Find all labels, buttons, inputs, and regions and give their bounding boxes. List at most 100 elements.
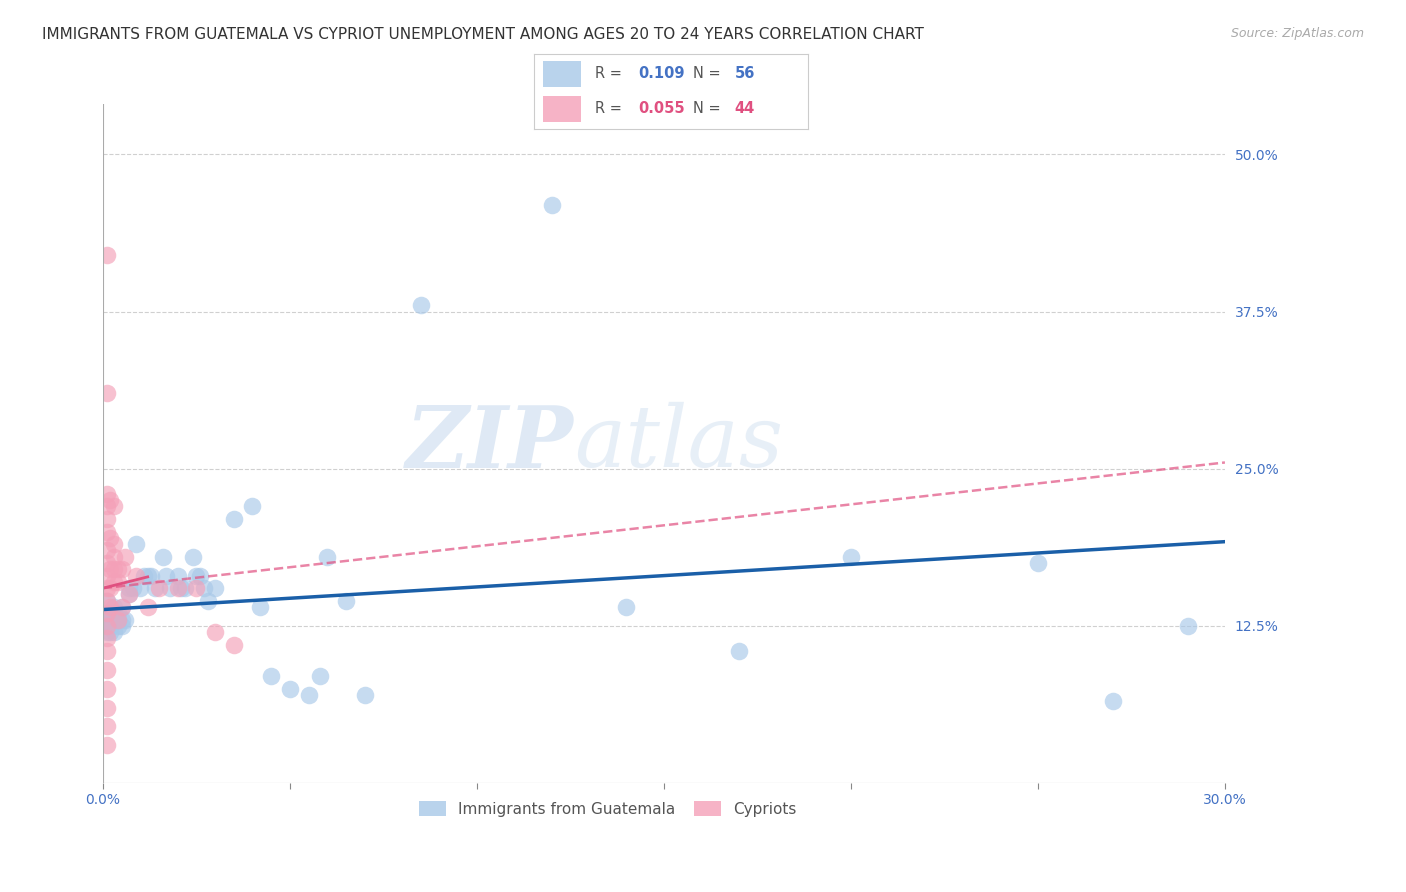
Text: 44: 44 [734, 101, 755, 116]
Point [335, 593, 357, 607]
Point [110, 600, 132, 615]
Point [186, 581, 208, 595]
Point [155, 568, 177, 582]
Point [260, 669, 283, 683]
Point [96, 619, 118, 633]
Point [96, 739, 118, 753]
Point [249, 600, 271, 615]
Point [98, 581, 121, 595]
Point [98, 531, 121, 545]
Point [193, 581, 215, 595]
Point [316, 549, 339, 564]
Point [1177, 619, 1199, 633]
Point [616, 600, 638, 615]
Point [204, 625, 226, 640]
Text: N =: N = [693, 101, 725, 116]
Point [103, 537, 125, 551]
Text: atlas: atlas [574, 402, 783, 485]
Point [143, 581, 166, 595]
Point [222, 638, 245, 652]
Point [103, 625, 125, 640]
Point [107, 619, 129, 633]
Point [96, 556, 118, 570]
Point [308, 669, 330, 683]
Point [96, 619, 118, 633]
Point [174, 581, 197, 595]
Text: Source: ZipAtlas.com: Source: ZipAtlas.com [1230, 27, 1364, 40]
Point [152, 549, 174, 564]
Point [839, 549, 862, 564]
Point [96, 248, 118, 262]
Point [148, 581, 170, 595]
Point [103, 549, 125, 564]
Point [125, 537, 148, 551]
Point [107, 613, 129, 627]
Point [96, 644, 118, 658]
Point [197, 593, 219, 607]
Point [96, 632, 118, 646]
Point [107, 562, 129, 576]
Point [96, 568, 118, 582]
Point [96, 719, 118, 733]
Point [96, 593, 118, 607]
Point [132, 568, 155, 582]
Point [278, 681, 301, 696]
Point [159, 581, 181, 595]
Point [96, 607, 118, 621]
Bar [543, 96, 581, 122]
Point [118, 587, 141, 601]
Point [129, 581, 152, 595]
Point [96, 386, 118, 401]
Point [107, 574, 129, 589]
Text: R =: R = [595, 67, 626, 81]
Point [96, 593, 118, 607]
Point [103, 574, 125, 589]
Point [98, 562, 121, 576]
Point [110, 613, 132, 627]
Point [107, 613, 129, 627]
Point [96, 625, 118, 640]
Point [118, 581, 141, 595]
Point [166, 581, 188, 595]
Text: N =: N = [693, 67, 725, 81]
Point [110, 600, 132, 615]
Point [186, 568, 208, 582]
Point [118, 587, 141, 601]
Point [98, 619, 121, 633]
Point [125, 568, 148, 582]
Text: 56: 56 [734, 67, 755, 81]
Point [188, 568, 211, 582]
Point [96, 543, 118, 558]
Point [181, 549, 204, 564]
Point [727, 644, 749, 658]
Point [103, 600, 125, 615]
Text: 0.055: 0.055 [638, 101, 685, 116]
Point [114, 613, 136, 627]
Point [222, 512, 245, 526]
Point [103, 562, 125, 576]
Bar [543, 62, 581, 87]
Point [96, 487, 118, 501]
Point [107, 607, 129, 621]
Point [110, 562, 132, 576]
Point [136, 568, 159, 582]
Point [1026, 556, 1049, 570]
Point [103, 607, 125, 621]
Point [96, 500, 118, 514]
Point [242, 500, 264, 514]
Point [96, 512, 118, 526]
Point [170, 581, 193, 595]
Point [98, 600, 121, 615]
Point [297, 688, 319, 702]
Point [166, 568, 188, 582]
Point [136, 600, 159, 615]
Point [96, 681, 118, 696]
Point [1101, 694, 1123, 708]
Point [98, 493, 121, 508]
Text: 0.109: 0.109 [638, 67, 685, 81]
Point [114, 549, 136, 564]
Text: IMMIGRANTS FROM GUATEMALA VS CYPRIOT UNEMPLOYMENT AMONG AGES 20 TO 24 YEARS CORR: IMMIGRANTS FROM GUATEMALA VS CYPRIOT UNE… [42, 27, 924, 42]
Point [98, 625, 121, 640]
Point [103, 500, 125, 514]
Point [141, 568, 163, 582]
